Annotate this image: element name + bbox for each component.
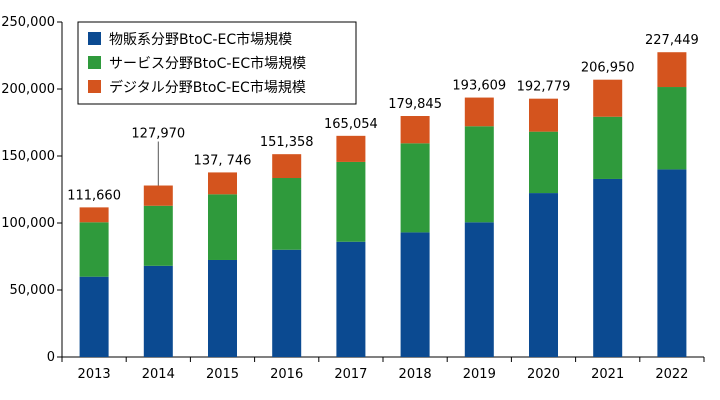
bars	[79, 52, 687, 357]
bar-segment	[272, 178, 302, 250]
bar-segment	[336, 241, 366, 357]
bar-segment	[79, 207, 109, 223]
bar-segment	[529, 98, 558, 132]
x-tick-label: 2019	[463, 367, 496, 382]
total-label: 137, 746	[194, 153, 252, 168]
y-tick-label: 0	[47, 350, 55, 365]
bar-segment	[143, 205, 173, 266]
legend-swatch	[88, 56, 101, 69]
bar-segment	[272, 249, 302, 357]
legend-box	[77, 21, 357, 105]
x-tick-label: 2015	[206, 367, 239, 382]
legend-label: デジタル分野BtoC-EC市場規模	[109, 79, 306, 96]
bar-segment	[336, 161, 366, 242]
bar-segment	[143, 265, 173, 357]
bar-segment	[272, 154, 302, 179]
x-tick-label: 2017	[334, 367, 367, 382]
total-label: 179,845	[388, 97, 442, 112]
total-label: 206,950	[581, 61, 635, 76]
bar-segment	[464, 126, 494, 223]
bar-segment	[593, 178, 623, 357]
bar-segment	[593, 116, 623, 179]
total-label: 227,449	[645, 33, 699, 48]
legend: 物販系分野BtoC-EC市場規模サービス分野BtoC-EC市場規模デジタル分野B…	[77, 21, 357, 105]
x-tick-label: 2021	[591, 367, 624, 382]
bar-segment	[593, 79, 623, 117]
legend-swatch	[88, 32, 101, 45]
total-labels: 111,660 127,970 137, 746 151,358 165,054 179,…	[67, 33, 699, 203]
bar-segment	[400, 143, 430, 233]
bar-segment	[400, 232, 430, 357]
bar-segment	[657, 52, 687, 88]
bar-segment	[464, 222, 494, 357]
total-label: 165,054	[324, 117, 378, 132]
x-tick-label: 2018	[399, 367, 432, 382]
bar-segment	[208, 259, 237, 357]
bar-segment	[400, 116, 430, 144]
bar-segment	[143, 185, 173, 206]
total-label: 151,358	[260, 135, 314, 150]
y-tick-label: 150,000	[1, 149, 55, 164]
bar-segment	[657, 87, 687, 170]
y-tick-label: 50,000	[10, 283, 56, 298]
bar-segment	[208, 194, 237, 260]
legend-label: 物販系分野BtoC-EC市場規模	[109, 31, 292, 48]
x-tick-label: 2014	[142, 367, 175, 382]
legend-swatch	[88, 80, 101, 93]
total-label: 111,660	[67, 188, 121, 203]
x-tick-label: 2020	[527, 367, 560, 382]
y-tick-label: 100,000	[1, 216, 55, 231]
x-tick-label: 2016	[270, 367, 303, 382]
bar-segment	[657, 169, 687, 357]
x-tick-label: 2013	[78, 367, 111, 382]
bar-segment	[529, 131, 558, 194]
y-tick-label: 200,000	[1, 82, 55, 97]
axes: 0 50,000 100,000 150,000 200,000 250,000 2013 2…	[1, 15, 705, 382]
bar-segment	[529, 193, 558, 357]
total-label: 193,609	[452, 79, 506, 94]
bar-segment	[464, 97, 494, 127]
bar-segment	[79, 222, 109, 277]
x-tick-label: 2022	[655, 367, 688, 382]
y-tick-label: 250,000	[1, 15, 55, 30]
bar-segment	[208, 172, 237, 195]
total-label: 127,970	[131, 127, 185, 142]
bar-segment	[336, 135, 366, 162]
legend-label: サービス分野BtoC-EC市場規模	[109, 55, 306, 72]
total-label: 192,779	[517, 80, 571, 95]
bar-segment	[79, 276, 109, 357]
